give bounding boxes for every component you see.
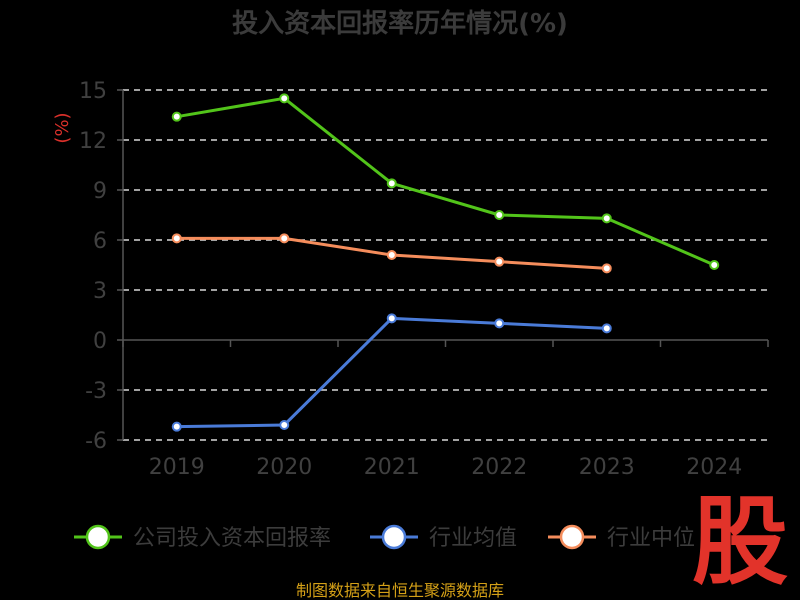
legend-label: 行业均值 [429,526,517,551]
y-tick-label: 15 [79,79,107,104]
data-point [494,318,505,329]
x-tick-label: 2024 [686,455,742,480]
y-tick-label: -6 [85,429,107,454]
y-tick-label: 0 [93,329,107,354]
chart-title: 投入资本回报率历年情况(%) [232,8,568,39]
data-point [494,256,505,267]
data-point [279,93,290,104]
axis-layer: 15 12 9 6 3 0 -3 -6 2019 2020 2021 2022 2023 2024 [79,79,769,480]
legend-label: 行业中位 [607,526,695,551]
legend: 公司投入资本回报率 行业均值 行业中位 [74,524,695,551]
source-note: 制图数据来自恒生聚源数据库 [296,581,504,600]
y-axis-label: (%) [52,112,73,143]
legend-label: 公司投入资本回报率 [133,526,331,551]
y-tick-label: -3 [85,379,107,404]
legend-marker [559,524,585,550]
legend-item: 公司投入资本回报率 [74,524,331,551]
data-point [279,233,290,244]
data-point [386,178,397,189]
series-layer [171,93,720,432]
legend-marker [381,524,407,550]
series-line-1 [176,316,607,429]
series-line-0 [176,96,715,267]
data-point [279,420,290,430]
data-point [709,260,720,270]
data-point [601,213,612,224]
x-tick-label: 2023 [579,455,635,480]
legend-item: 行业中位 [548,524,695,551]
data-point [171,421,182,432]
x-tick-label: 2019 [149,455,205,480]
y-tick-label: 12 [79,129,107,154]
x-tick-label: 2022 [471,455,527,480]
y-tick-label: 6 [93,229,107,254]
legend-marker [85,524,111,550]
data-point [171,111,182,122]
data-point [601,323,612,334]
data-point [601,263,612,274]
data-point [171,233,182,244]
data-point [494,210,505,220]
data-point [386,250,397,260]
watermark-logo: 股 [692,486,788,598]
y-tick-label: 3 [93,279,107,304]
grid-layer [123,89,768,441]
x-tick-label: 2021 [364,455,420,480]
data-point [386,313,397,324]
y-tick-label: 9 [93,179,107,204]
x-tick-label: 2020 [256,455,312,480]
legend-item: 行业均值 [370,524,517,551]
